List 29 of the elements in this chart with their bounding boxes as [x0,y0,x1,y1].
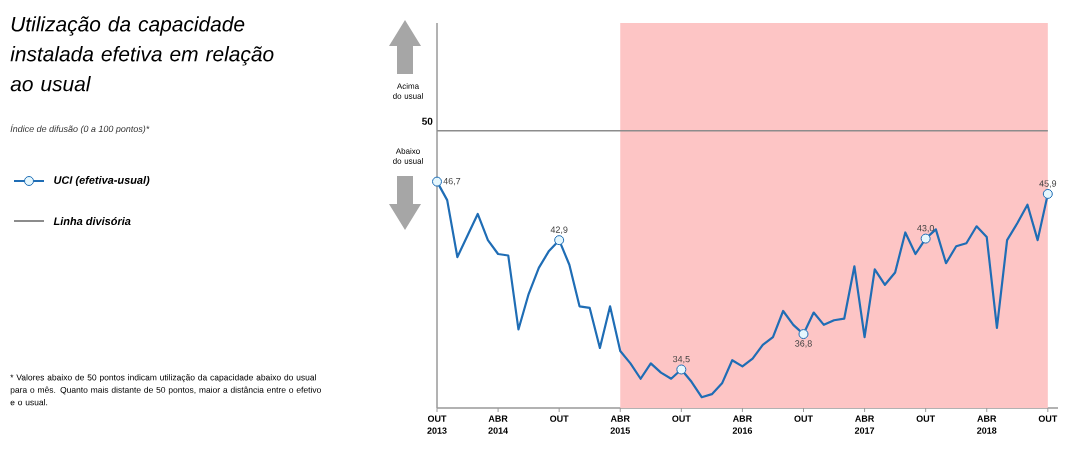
data-label: 46,7 [443,177,461,186]
x-tick-label: ABR 2018 [977,415,997,434]
x-tick-label: ABR 2015 [610,415,630,434]
x-tick-label: OUT [794,415,813,422]
x-tick-label: OUT [550,415,569,422]
data-label: 36,8 [795,340,812,348]
point [798,329,809,340]
x-tick-label: ABR 2017 [854,415,875,434]
text: 50 [422,117,433,125]
point [554,235,565,246]
point [676,364,687,375]
text: Índice de difusão (0 a 100 pontos)* [10,124,150,134]
x-tick-label: OUT [916,415,936,422]
point [920,233,931,244]
x-tick-label: OUT [1038,415,1058,422]
text: * Valores abaixo de 50 pontos indicam utilização da capacidade abaixo do usual para o mês. Quanto mais distante de 50 pontos, maior a distância entre o efetivo e o usual. [10,374,321,406]
text: Utilização da capacidade instalada efetiva em relação ao usual [10,16,274,92]
point [1042,188,1053,199]
point [432,176,443,187]
legend-label: UCI (efetiva-usual) [54,175,150,187]
data-label: 34,5 [672,355,690,364]
x-tick-label: OUT [672,415,691,422]
legend-label: Linha divisória [53,216,131,226]
data-label: 45,9 [1039,180,1057,188]
x-tick-label: ABR 2016 [732,415,753,434]
x-tick-label: OUT 2013 [427,415,447,434]
data-label: 42,9 [550,226,568,234]
data-label: 43,0 [917,224,935,233]
x-tick-label: ABR 2014 [488,415,509,434]
